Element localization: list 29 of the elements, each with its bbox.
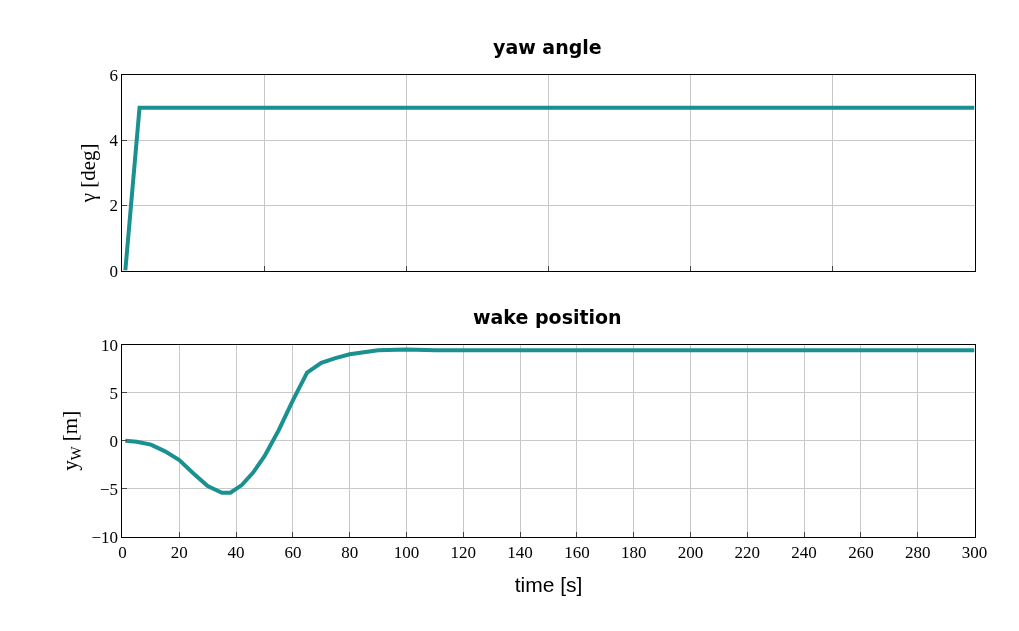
x-axis-title: time [s] xyxy=(514,572,583,596)
x-tick-label: 280 xyxy=(904,543,931,563)
y-tick-label: 10 xyxy=(101,335,119,355)
x-tick-label: 260 xyxy=(848,543,874,563)
x-tick-label: 20 xyxy=(170,543,188,563)
x-tick-label: 100 xyxy=(393,543,420,563)
chart-title: wake position xyxy=(473,306,622,328)
x-tick-label: 140 xyxy=(507,543,533,563)
x-tick-label: 220 xyxy=(734,543,761,563)
x-tick-label: 40 xyxy=(227,543,245,563)
x-tick-label: 240 xyxy=(791,543,817,563)
y-tick-label: 4 xyxy=(109,131,119,151)
y-axis-title: γ [deg] xyxy=(75,143,100,204)
x-tick-label: 120 xyxy=(450,543,477,563)
x-tick-label: 80 xyxy=(341,543,359,563)
y-tick-label: 0 xyxy=(109,431,119,451)
x-tick-label: 60 xyxy=(284,543,302,563)
y-tick-label: −5 xyxy=(99,479,119,499)
y-tick-label: −10 xyxy=(91,527,119,547)
x-tick-label: 160 xyxy=(564,543,590,563)
chart-title: yaw angle xyxy=(493,36,602,58)
y-tick-label: 6 xyxy=(109,66,119,86)
line-series xyxy=(123,347,975,495)
x-tick-label: 180 xyxy=(620,543,647,563)
y-tick-label: 5 xyxy=(109,383,119,403)
x-tick-label: 300 xyxy=(961,543,988,563)
y-tick-label: 0 xyxy=(109,261,119,281)
y-tick-label: 2 xyxy=(109,196,119,216)
x-tick-label: 200 xyxy=(677,543,704,563)
